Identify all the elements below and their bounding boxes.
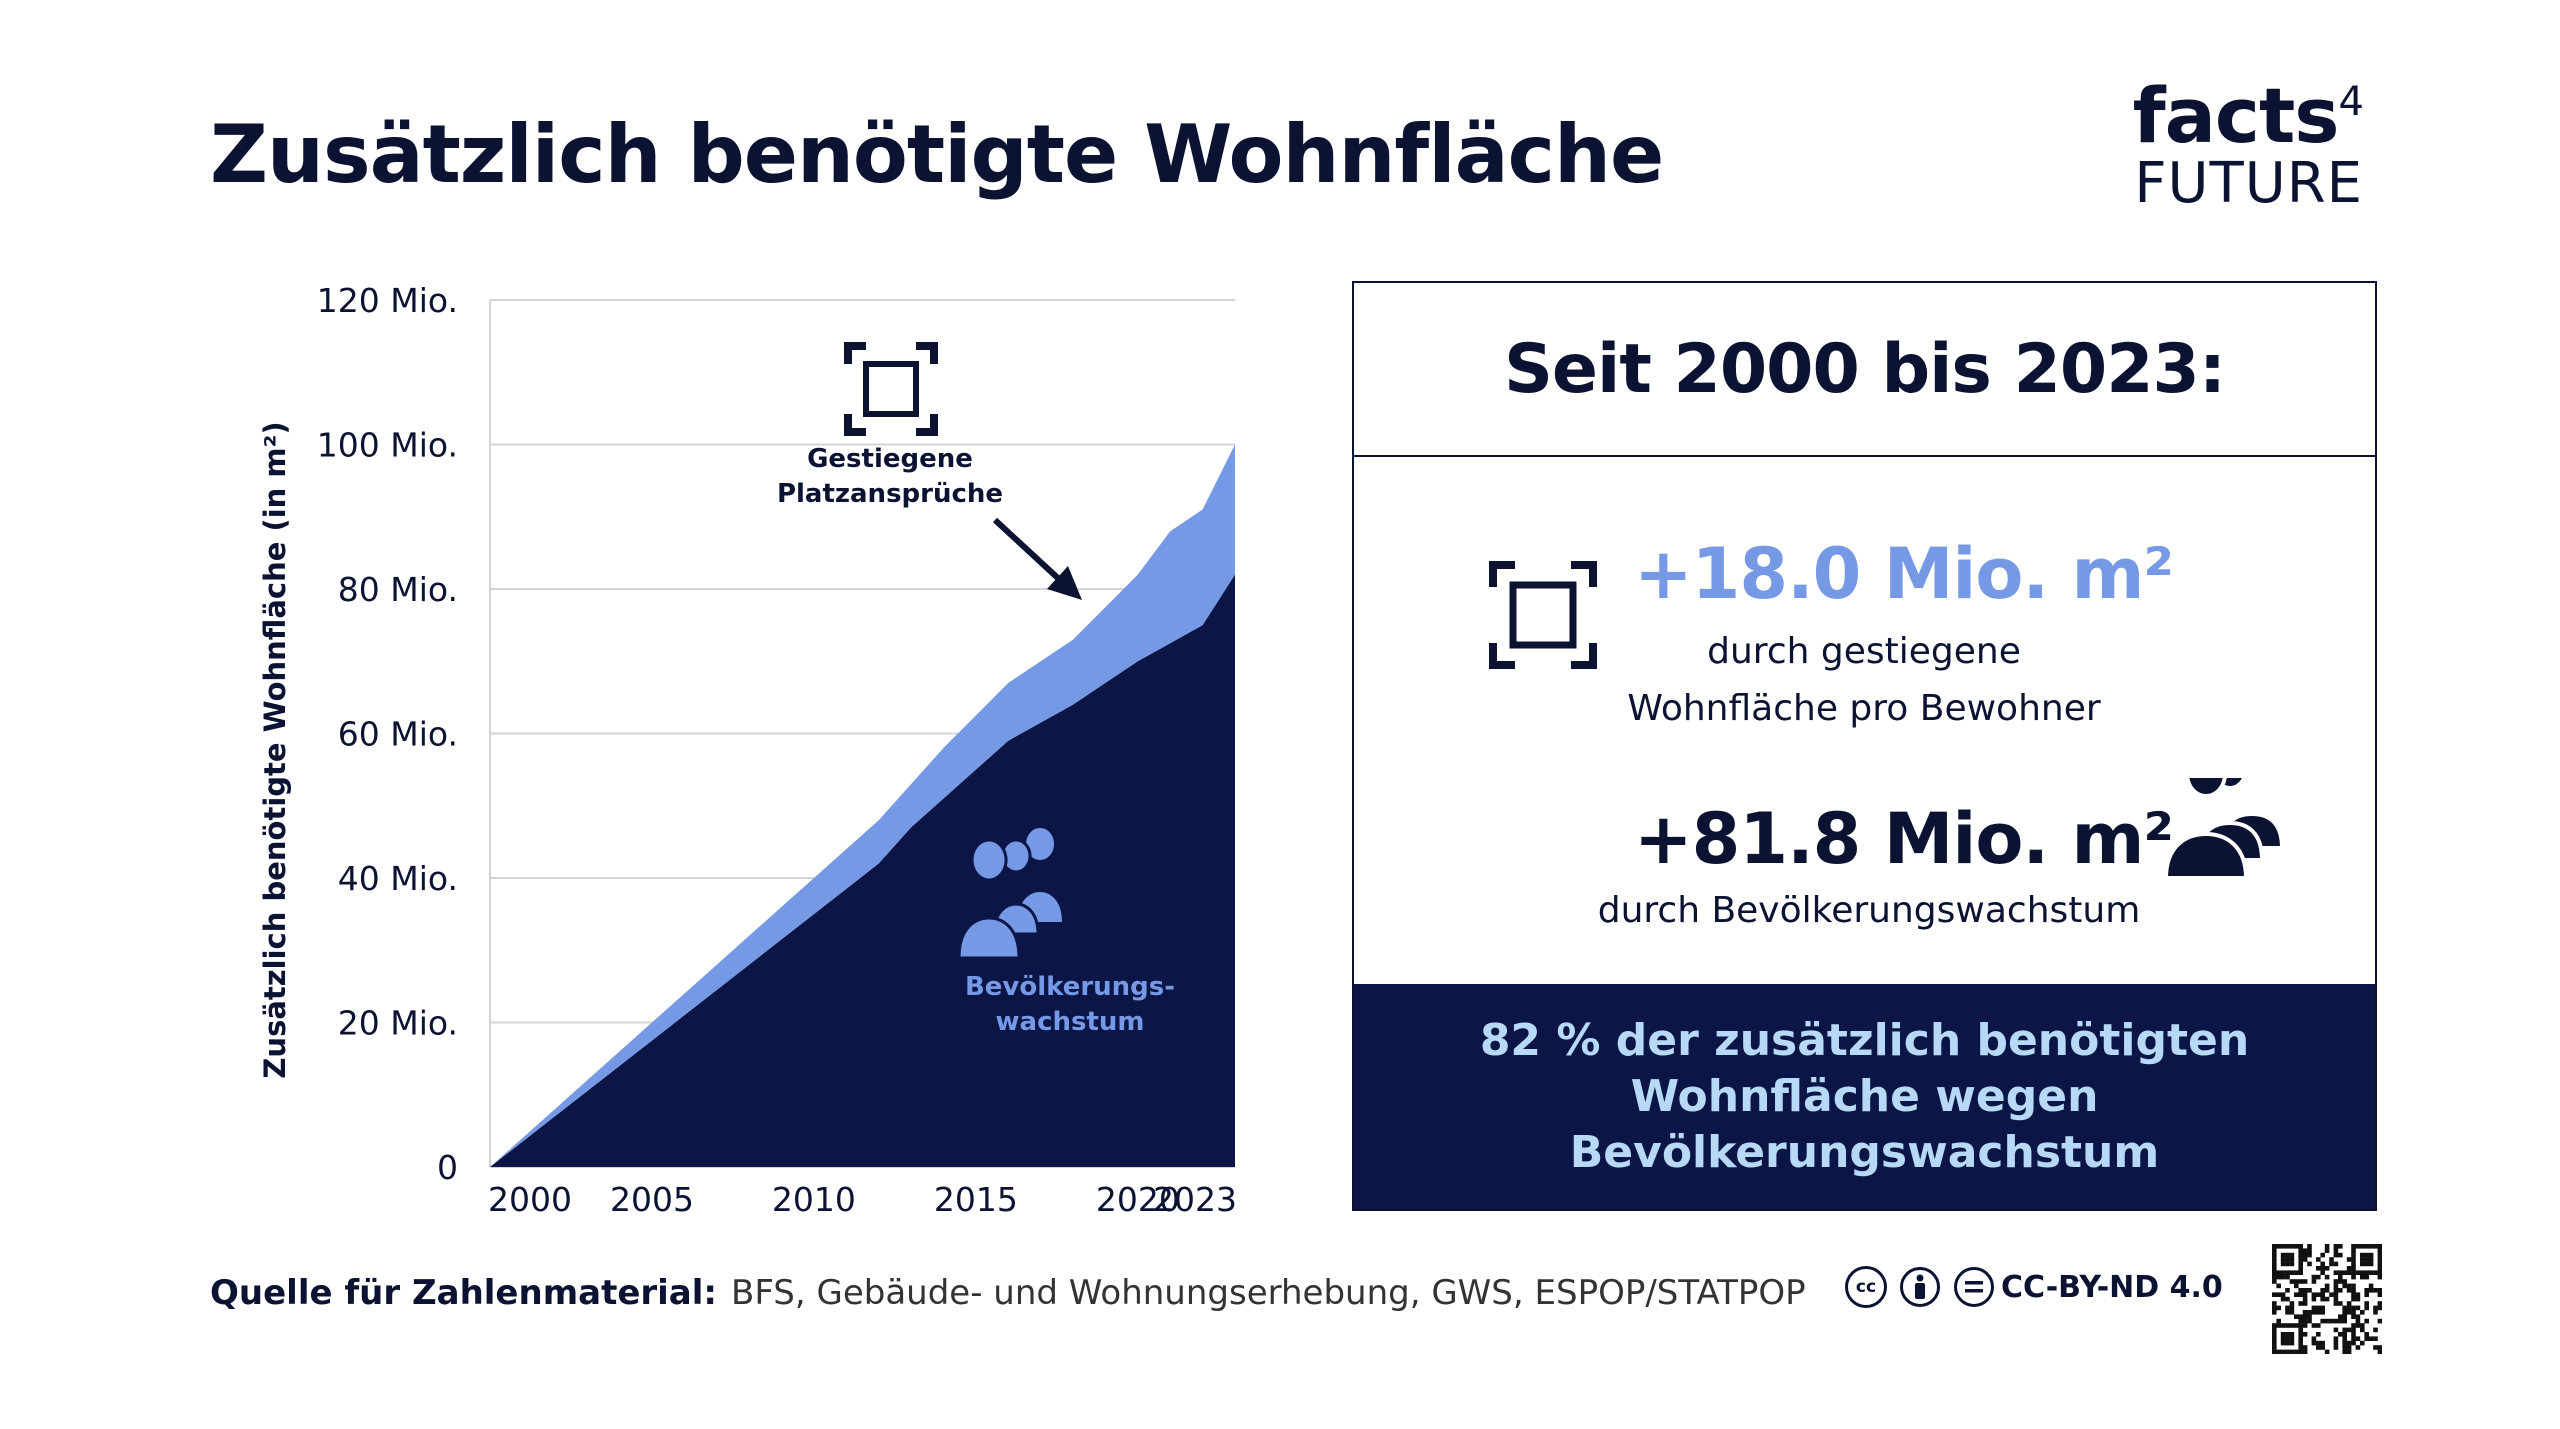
- logo-sup: 4: [2338, 79, 2364, 125]
- cc-icon: cc: [1845, 1266, 1887, 1308]
- area-series-bev-lkerungswachstum: [490, 574, 1235, 1167]
- license-text: CC-BY-ND 4.0: [2001, 1269, 2223, 1305]
- annotation-arrow: [992, 517, 1082, 600]
- people-icon-front: [957, 838, 1021, 960]
- attribution-icon: [1900, 1267, 1940, 1307]
- y-tick-label: 40 Mio.: [338, 859, 458, 898]
- x-tick-label: 2015: [934, 1180, 1018, 1219]
- expand-square-icon: [1489, 561, 1597, 669]
- license-badge: cc CC-BY-ND 4.0: [1845, 1266, 2223, 1308]
- people-group-icon: [2164, 778, 2285, 880]
- y-tick-label: 120 Mio.: [317, 281, 458, 320]
- y-tick-label: 100 Mio.: [317, 426, 458, 465]
- annotation-pop-line1: Bevölkerungs-: [965, 972, 1175, 1002]
- brand-logo: facts4 FUTURE: [2133, 78, 2364, 216]
- summary-panel: Seit 2000 bis 2023: +18.0 Mio. m² durch …: [1352, 281, 2377, 1211]
- source-note: Quelle für Zahlenmaterial: BFS, Gebäude- …: [210, 1273, 1806, 1313]
- y-tick-label: 20 Mio.: [338, 1004, 458, 1043]
- x-tick-label: 2010: [772, 1180, 856, 1219]
- stat2-desc: durch Bevölkerungswachstum: [1597, 890, 2141, 931]
- y-axis-title: Zusätzlich benötigte Wohnfläche (in m²): [258, 421, 292, 1078]
- conclusion-banner: 82 % der zusätzlich benötigten Wohnfläch…: [1354, 984, 2375, 1209]
- source-text: BFS, Gebäude- und Wohnungserhebung, GWS,…: [731, 1273, 1806, 1313]
- annotation-platz-line1: Gestiegene: [807, 444, 973, 474]
- page-title: Zusätzlich benötigte Wohnfläche: [210, 108, 1664, 201]
- x-tick-label: 2020: [1096, 1180, 1180, 1219]
- y-tick-label: 80 Mio.: [338, 570, 458, 609]
- conclusion-text: 82 % der zusätzlich benötigten Wohnfläch…: [1479, 1014, 2250, 1178]
- platz-icon: [844, 342, 938, 436]
- annotation-platz-line2: Platzansprüche: [777, 479, 1003, 509]
- stat1-value: +18.0 Mio. m²: [1634, 533, 2174, 615]
- no-derivatives-icon: [1954, 1267, 1994, 1307]
- y-tick-label: 0: [437, 1148, 458, 1187]
- y-tick-label: 60 Mio.: [338, 715, 458, 754]
- x-tick-label: 2005: [610, 1180, 694, 1219]
- stat2-value: +81.8 Mio. m²: [1634, 798, 2174, 880]
- source-label: Quelle für Zahlenmaterial:: [210, 1273, 717, 1313]
- qr-code[interactable]: [2272, 1244, 2382, 1354]
- logo-word: facts: [2132, 71, 2340, 160]
- panel-heading: Seit 2000 bis 2023:: [1354, 283, 2375, 457]
- stat1-line1: durch gestiegene: [1707, 631, 2021, 672]
- logo-future: FUTURE: [2134, 151, 2363, 216]
- x-tick-label: 2023: [1153, 1180, 1237, 1219]
- area-chart: Zusätzlich benötigte Wohnfläche (in m²) …: [258, 281, 1237, 1219]
- annotation-pop-line2: wachstum: [996, 1007, 1145, 1037]
- stat1-desc: durch gestiegene Wohnfläche pro Bewohner: [1584, 623, 2144, 737]
- stat1-line2: Wohnfläche pro Bewohner: [1627, 688, 2101, 729]
- x-tick-label: 2000: [488, 1180, 572, 1219]
